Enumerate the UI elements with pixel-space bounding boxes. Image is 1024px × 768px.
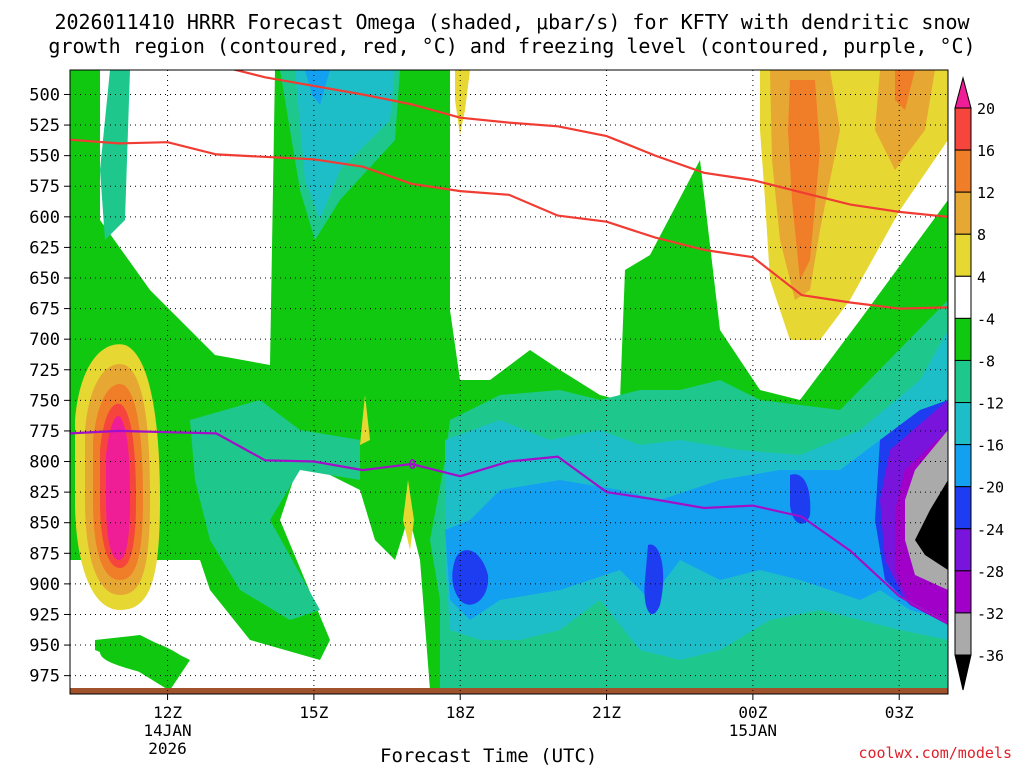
y-tick-label: 700	[29, 330, 60, 350]
y-tick-label: 675	[29, 300, 60, 320]
colorbar-arrow-top	[954, 76, 972, 109]
colorbar-segment	[954, 359, 972, 404]
y-tick-label: 725	[29, 361, 60, 381]
y-tick-label: 525	[29, 116, 60, 136]
x-tick-label: 00Z	[738, 703, 767, 722]
dendritic-contour-line	[70, 138, 948, 310]
colorbar-segment	[954, 570, 972, 614]
colorbar-label: -36	[977, 647, 1004, 665]
y-tick-label: 900	[29, 575, 60, 595]
colorbar-segment	[954, 402, 972, 446]
x-tick-label: 03Z	[885, 703, 914, 722]
terrain-surface	[70, 688, 948, 694]
x-tick-label: 18Z	[446, 703, 475, 722]
colorbar-label: -4	[977, 310, 995, 328]
omega-region-lightblue	[305, 70, 948, 620]
colorbar-arrow-bottom	[954, 654, 972, 691]
freezing-level-contour: 0	[70, 429, 948, 624]
colorbar-segment	[954, 612, 972, 656]
colorbar: 20 16 12 8 4 -4 -8 -12 -16 -20 -24 -28 -32 -36	[954, 76, 1004, 691]
freezing-level-line	[70, 429, 948, 624]
y-tick-label: 575	[29, 177, 60, 197]
x-tick-date: 15JAN	[729, 721, 777, 740]
colorbar-label: -28	[977, 563, 1004, 581]
y-tick-label: 975	[29, 667, 60, 687]
colorbar-segment	[954, 486, 972, 530]
colorbar-segment	[954, 317, 972, 361]
colorbar-label: 8	[977, 226, 986, 244]
colorbar-label: 12	[977, 184, 995, 202]
x-tick-label: 12Z	[153, 703, 182, 722]
x-tick-label: 15Z	[299, 703, 328, 722]
y-tick-label: 750	[29, 391, 60, 411]
colorbar-segment	[954, 528, 972, 572]
colorbar-segment	[954, 149, 972, 193]
y-axis: 500 525 550 575 600 625 650 675 700 725 750 775 800 8…	[29, 85, 70, 687]
omega-region-pink-left	[106, 416, 130, 560]
omega-region-black	[915, 480, 948, 570]
chart-title-line2: growth region (contoured, red, °C) and f…	[48, 34, 976, 58]
colorbar-label: 16	[977, 142, 995, 160]
y-tick-label: 825	[29, 483, 60, 503]
y-tick-label: 650	[29, 269, 60, 289]
y-tick-label: 550	[29, 147, 60, 167]
colorbar-segment	[954, 444, 972, 488]
colorbar-segment	[954, 275, 972, 319]
x-tick-label: 21Z	[592, 703, 621, 722]
dendritic-contour-line	[231, 70, 948, 218]
y-tick-label: 950	[29, 636, 60, 656]
site-credit: coolwx.com/models	[858, 744, 1012, 762]
y-tick-label: 925	[29, 605, 60, 625]
colorbar-label: -12	[977, 395, 1004, 413]
dendritic-growth-contours	[70, 70, 948, 310]
y-tick-label: 850	[29, 514, 60, 534]
omega-region-green-small	[99, 637, 183, 677]
omega-shading: 0	[70, 70, 948, 694]
chart-title-line1: 2026011410 HRRR Forecast Omega (shaded, …	[54, 10, 970, 34]
colorbar-label: -20	[977, 479, 1004, 497]
colorbar-label: 20	[977, 100, 995, 118]
colorbar-segment	[954, 191, 972, 235]
colorbar-label: -24	[977, 521, 1004, 539]
omega-region-yellow-small-mid	[360, 395, 370, 445]
omega-region-orange-right	[788, 70, 915, 280]
y-tick-label: 500	[29, 85, 60, 105]
colorbar-segment	[954, 233, 972, 277]
freezing-level-label: 0	[409, 458, 417, 473]
y-tick-label: 875	[29, 544, 60, 564]
colorbar-segment	[954, 107, 972, 151]
omega-region-yellow-small-top	[455, 70, 470, 135]
plot-frame	[69, 69, 949, 695]
x-tick-date: 14JAN	[143, 721, 191, 740]
y-tick-label: 775	[29, 422, 60, 442]
colorbar-label: -32	[977, 605, 1004, 623]
y-tick-label: 600	[29, 208, 60, 228]
colorbar-label: -16	[977, 437, 1004, 455]
x-axis-label: Forecast Time (UTC)	[380, 745, 598, 767]
grid	[70, 70, 948, 694]
y-tick-label: 800	[29, 453, 60, 473]
y-tick-label: 625	[29, 238, 60, 258]
colorbar-label: 4	[977, 268, 986, 286]
omega-region-yellow-small-low	[403, 480, 414, 550]
colorbar-label: -8	[977, 352, 995, 370]
x-tick-year: 2026	[148, 739, 187, 758]
